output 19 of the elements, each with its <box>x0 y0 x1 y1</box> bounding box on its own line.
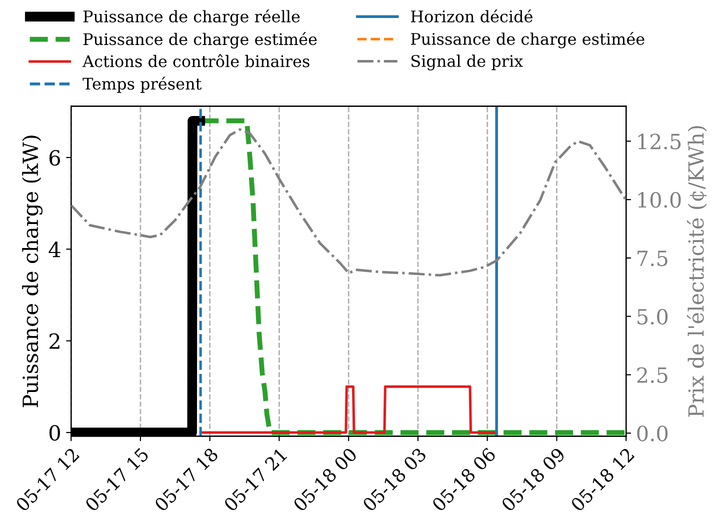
legend-label: Puissance de charge réelle <box>83 9 300 26</box>
y2-tick-label: 7.5 <box>638 250 668 266</box>
y2-axis-title: Prix de l'électricité (¢/KWh) <box>686 126 707 417</box>
y2-tick-label: 2.5 <box>637 367 668 383</box>
legend-label: Actions de contrôle binaires <box>82 54 310 68</box>
y-axis-title: Puissance de charge (kW) <box>22 136 43 408</box>
y-tick-label: 6 <box>50 150 60 166</box>
legend-label: Signal de prix <box>411 54 523 70</box>
y2-tick-label: 5.0 <box>638 308 668 325</box>
y2-tick-label: 0.0 <box>637 426 668 442</box>
y-tick-label: 0 <box>49 424 60 441</box>
legend-label: Temps présent <box>82 76 202 93</box>
y2-tick-label: 10.0 <box>638 192 681 208</box>
legend-label: Puissance de charge estimée <box>83 32 317 49</box>
y2-tick-label: 12.5 <box>638 134 681 150</box>
y-tick-label: 2 <box>50 333 60 349</box>
legend-label: Puissance de charge estimée <box>411 32 644 48</box>
y-tick-label: 4 <box>48 242 60 258</box>
legend-label: Horizon décidé <box>411 9 532 22</box>
